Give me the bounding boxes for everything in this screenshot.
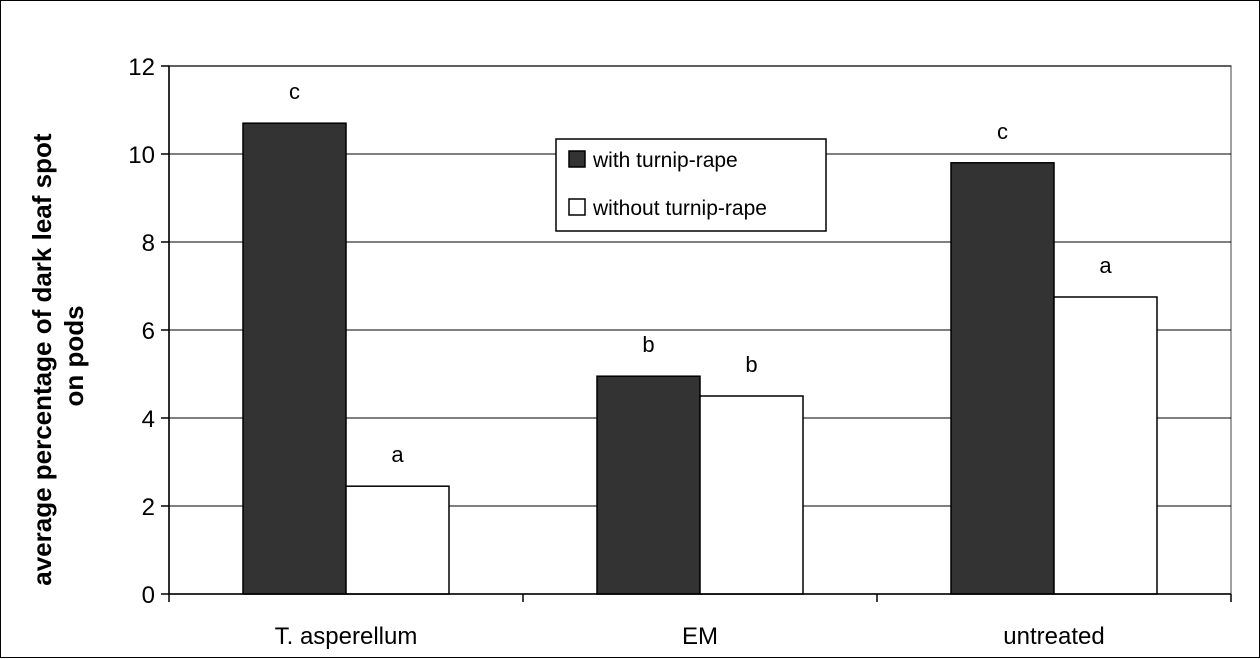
- legend: with turnip-rape without turnip-rape: [555, 138, 827, 232]
- y-tick-label: 10: [128, 142, 155, 169]
- x-category-label: EM: [682, 623, 718, 650]
- x-category-label: T. asperellum: [275, 623, 418, 650]
- legend-swatch-without-turnip-rape: [568, 198, 586, 216]
- y-tick-label: 12: [128, 54, 155, 81]
- bar-without-turnip-rape: [345, 485, 450, 595]
- y-tick-label: 0: [142, 582, 155, 609]
- y-axis-label-line-1: average percentage of dark leaf spot: [27, 133, 57, 586]
- x-category-labels: T. asperellum EM untreated: [275, 623, 1105, 650]
- bar-letter-label: a: [1099, 253, 1112, 278]
- legend-box: [555, 138, 827, 232]
- bar-letter-label: b: [642, 332, 654, 357]
- x-category-label: untreated: [1003, 623, 1104, 650]
- bar-letter-label: c: [997, 119, 1008, 144]
- bar-without-turnip-rape: [699, 395, 804, 595]
- y-tick-label: 8: [142, 230, 155, 257]
- bar-with-turnip-rape: [596, 375, 701, 595]
- bar-with-turnip-rape: [242, 122, 347, 595]
- bar-letter-label: c: [289, 79, 300, 104]
- bars: [242, 122, 1158, 595]
- y-tick-label: 4: [142, 406, 155, 433]
- legend-swatch-with-turnip-rape: [568, 150, 586, 168]
- y-tick-label: 2: [142, 494, 155, 521]
- bar-letter-labels: c a b b c a: [289, 79, 1112, 467]
- axes: [161, 65, 1232, 602]
- legend-label-without-turnip-rape: without turnip-rape: [592, 197, 767, 220]
- legend-label-with-turnip-rape: with turnip-rape: [592, 149, 738, 172]
- bar-letter-label: b: [745, 352, 757, 377]
- y-tick-labels: 0 2 4 6 8 10 12: [128, 54, 155, 609]
- y-axis-label: average percentage of dark leaf spot on …: [27, 126, 89, 586]
- y-tick-label: 6: [142, 318, 155, 345]
- bar-with-turnip-rape: [950, 162, 1055, 595]
- bar-letter-label: a: [391, 442, 404, 467]
- bar-without-turnip-rape: [1053, 296, 1158, 595]
- y-axis-label-line-2: on pods: [59, 305, 89, 406]
